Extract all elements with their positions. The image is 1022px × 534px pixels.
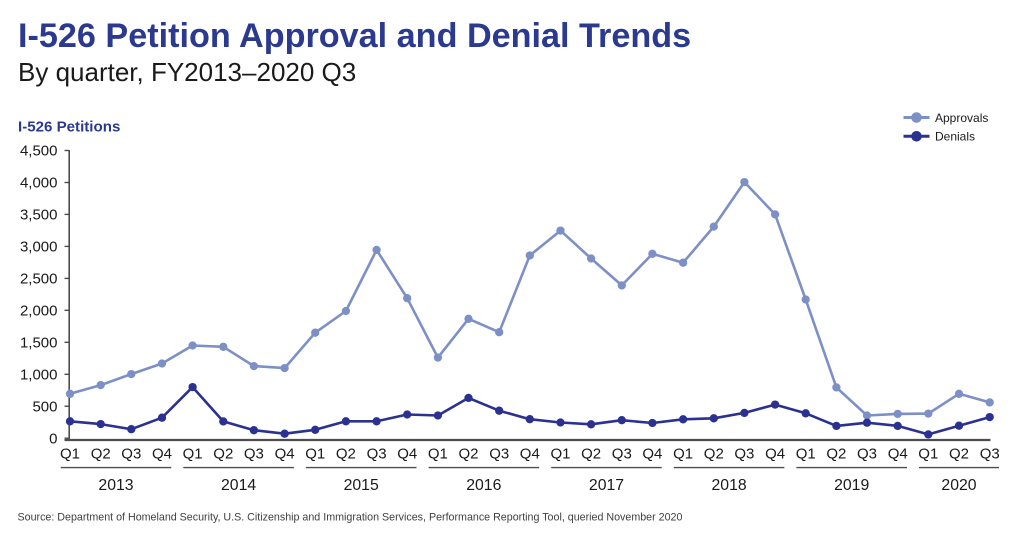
svg-text:Q3: Q3 (857, 446, 877, 463)
svg-text:Q2: Q2 (336, 446, 356, 463)
svg-text:Q3: Q3 (121, 446, 141, 463)
svg-text:2017: 2017 (589, 477, 624, 494)
svg-text:3,500: 3,500 (20, 207, 58, 224)
svg-text:2013: 2013 (98, 477, 133, 494)
svg-text:Q3: Q3 (489, 446, 509, 463)
svg-text:Q1: Q1 (673, 446, 693, 463)
svg-text:2015: 2015 (344, 477, 379, 494)
svg-text:Q4: Q4 (642, 446, 662, 463)
svg-text:Q4: Q4 (397, 446, 417, 463)
svg-text:2018: 2018 (712, 477, 747, 494)
svg-text:Q1: Q1 (428, 446, 448, 463)
svg-text:Q2: Q2 (704, 446, 724, 463)
svg-text:Q2: Q2 (91, 446, 111, 463)
svg-text:Q4: Q4 (275, 446, 295, 463)
svg-text:1,000: 1,000 (20, 367, 58, 384)
svg-text:Q3: Q3 (734, 446, 754, 463)
svg-text:Q2: Q2 (458, 446, 478, 463)
svg-text:Q2: Q2 (949, 446, 969, 463)
svg-text:Q4: Q4 (520, 446, 540, 463)
svg-text:2019: 2019 (834, 477, 869, 494)
svg-text:Q1: Q1 (183, 446, 203, 463)
svg-text:2016: 2016 (466, 477, 501, 494)
svg-text:Q3: Q3 (244, 446, 264, 463)
svg-text:Q1: Q1 (60, 446, 80, 463)
svg-text:Approvals: Approvals (935, 111, 988, 125)
svg-text:By quarter, FY2013–2020 Q3: By quarter, FY2013–2020 Q3 (18, 57, 356, 87)
svg-text:500: 500 (32, 398, 57, 415)
svg-text:I-526 Petition Approval and De: I-526 Petition Approval and Denial Trend… (18, 17, 691, 55)
svg-text:Q4: Q4 (152, 446, 172, 463)
svg-text:Q3: Q3 (367, 446, 387, 463)
svg-text:1,500: 1,500 (20, 335, 58, 352)
svg-text:Q3: Q3 (612, 446, 632, 463)
svg-text:Q1: Q1 (305, 446, 325, 463)
svg-text:Q3: Q3 (980, 446, 1000, 463)
svg-text:Source: Department of Homeland: Source: Department of Homeland Security,… (18, 512, 683, 524)
svg-text:Q1: Q1 (918, 446, 938, 463)
svg-text:Q2: Q2 (581, 446, 601, 463)
svg-text:2014: 2014 (221, 477, 256, 494)
svg-text:2,500: 2,500 (20, 271, 58, 288)
svg-text:4,000: 4,000 (20, 175, 58, 192)
svg-text:2,000: 2,000 (20, 303, 58, 320)
svg-text:Q1: Q1 (796, 446, 816, 463)
svg-text:3,000: 3,000 (20, 239, 58, 256)
svg-text:Q2: Q2 (826, 446, 846, 463)
svg-text:Q2: Q2 (213, 446, 233, 463)
svg-text:Q4: Q4 (888, 446, 908, 463)
svg-text:4,500: 4,500 (20, 143, 58, 160)
svg-text:Q1: Q1 (550, 446, 570, 463)
svg-text:2020: 2020 (941, 477, 976, 494)
svg-text:I-526 Petitions: I-526 Petitions (18, 119, 120, 136)
svg-text:Denials: Denials (935, 130, 975, 144)
svg-text:0: 0 (49, 430, 57, 447)
svg-text:Q4: Q4 (765, 446, 785, 463)
